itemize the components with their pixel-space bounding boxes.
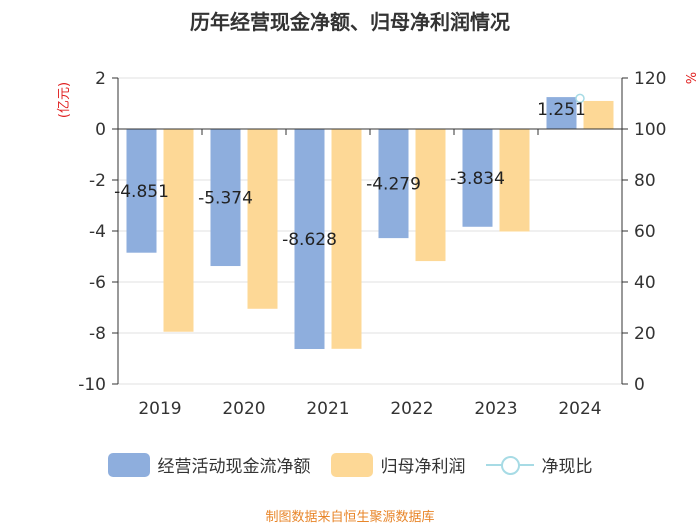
left-tick-label: 0 (95, 120, 106, 140)
x-tick-label: 2020 (222, 399, 265, 419)
legend-label-net-profit: 归母净利润 (380, 457, 466, 477)
right-axis-unit: % (682, 72, 697, 84)
cash-flow-value-label: -5.374 (198, 189, 253, 209)
right-tick-label: 120 (634, 69, 666, 89)
bars (126, 97, 614, 350)
left-tick-label: -2 (89, 171, 106, 191)
cash-flow-bar (126, 129, 157, 253)
ratio-swatch (485, 453, 534, 477)
right-tick-label: 80 (634, 171, 656, 191)
left-tick-label: 2 (95, 69, 106, 89)
legend-item-cash-flow[interactable]: 经营活动现金流净额 (107, 452, 311, 477)
cash-flow-value-label: -8.628 (282, 230, 337, 250)
net-profit-bar (163, 129, 194, 332)
left-tick-label: -8 (89, 324, 106, 344)
ratio-line (575, 93, 585, 104)
cash-flow-bar (462, 129, 493, 227)
net-profit-bar (415, 129, 446, 262)
x-tick-label: 2022 (390, 399, 433, 419)
net-profit-swatch (330, 452, 373, 477)
data-labels: -4.851 -5.374 -8.628 -4.279 -3.834 1.251 (114, 100, 586, 250)
source-footer: 制图数据来自恒生聚源数据库 (265, 510, 435, 525)
cash-flow-value-label: -4.279 (366, 175, 421, 195)
legend-item-ratio[interactable]: 净现比 (485, 452, 593, 477)
chart-title: 历年经营现金净额、归母净利润情况 (190, 10, 510, 34)
legend-item-net-profit[interactable]: 归母净利润 (330, 452, 466, 477)
cash-flow-value-label: -4.851 (114, 182, 169, 202)
cash-flow-value-label: -3.834 (450, 169, 505, 189)
right-axis: 0 20 40 60 80 100 120% (621, 69, 697, 395)
net-profit-bar (499, 129, 530, 232)
ratio-point (575, 93, 585, 104)
right-tick-label: 40 (634, 273, 656, 293)
x-axis: 2019 2020 2021 2022 2023 2024 (117, 128, 623, 419)
left-tick-label: -4 (89, 222, 106, 242)
right-tick-label: 0 (634, 375, 645, 395)
net-profit-bar (247, 129, 278, 309)
net-profit-bar (583, 100, 614, 129)
x-tick-label: 2024 (558, 399, 601, 419)
grid-lines (118, 77, 622, 385)
x-tick-label: 2019 (138, 399, 181, 419)
x-tick-label: 2023 (474, 399, 517, 419)
cash-flow-bar (210, 129, 241, 267)
legend-label-cash-flow: 经营活动现金流净额 (157, 457, 311, 477)
cash-flow-bar (378, 129, 409, 239)
cash-flow-swatch (107, 452, 150, 477)
left-axis-unit: (亿元) (57, 82, 72, 118)
cash-flow-bar (294, 129, 325, 350)
net-profit-bar (331, 129, 362, 349)
right-tick-label: 100 (634, 120, 666, 140)
cash-flow-value-label: 1.251 (537, 100, 586, 120)
legend: 经营活动现金流净额 归母净利润 净现比 (0, 452, 700, 477)
x-tick-label: 2021 (306, 399, 349, 419)
left-tick-label: -10 (78, 375, 106, 395)
right-tick-label: 60 (634, 222, 656, 242)
cash-flow-bar (546, 97, 577, 129)
legend-label-ratio: 净现比 (541, 457, 593, 477)
left-axis: -10 -8 -6 -4 -2 0 2 (亿元) (57, 69, 119, 395)
left-tick-label: -6 (89, 273, 106, 293)
right-tick-label: 20 (634, 324, 656, 344)
